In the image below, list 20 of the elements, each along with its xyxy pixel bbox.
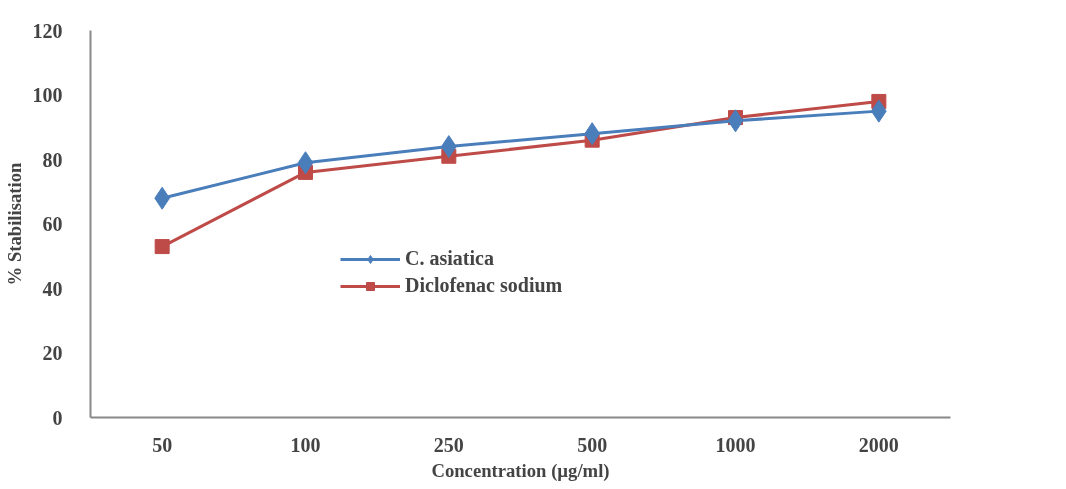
point: [154, 239, 170, 255]
y-tick-label: 120: [32, 19, 63, 42]
x-tick-label: 500: [577, 433, 608, 456]
y-tick-label: 60: [42, 213, 63, 235]
x-tick-label: 1000: [715, 433, 756, 456]
point: [297, 151, 314, 175]
y-axis-title: % Stabilisation: [3, 161, 25, 286]
y-tick-label: 80: [42, 148, 63, 171]
x-tick-label: 100: [290, 433, 321, 456]
y-tick-label: 20: [42, 342, 63, 364]
y-tick-label: 100: [32, 84, 63, 106]
x-tick-label: 50: [152, 433, 173, 456]
y-tick-label: 0: [52, 406, 63, 429]
legend-label: Diclofenac sodium: [405, 274, 563, 297]
y-tick-label: 40: [42, 277, 63, 300]
x-axis-title: Concentration (µg/ml): [431, 459, 610, 482]
x-tick-label: 250: [433, 433, 464, 456]
legend-label: C. asiatica: [405, 247, 494, 270]
x-tick-label: 2000: [858, 433, 899, 456]
point: [727, 109, 744, 133]
